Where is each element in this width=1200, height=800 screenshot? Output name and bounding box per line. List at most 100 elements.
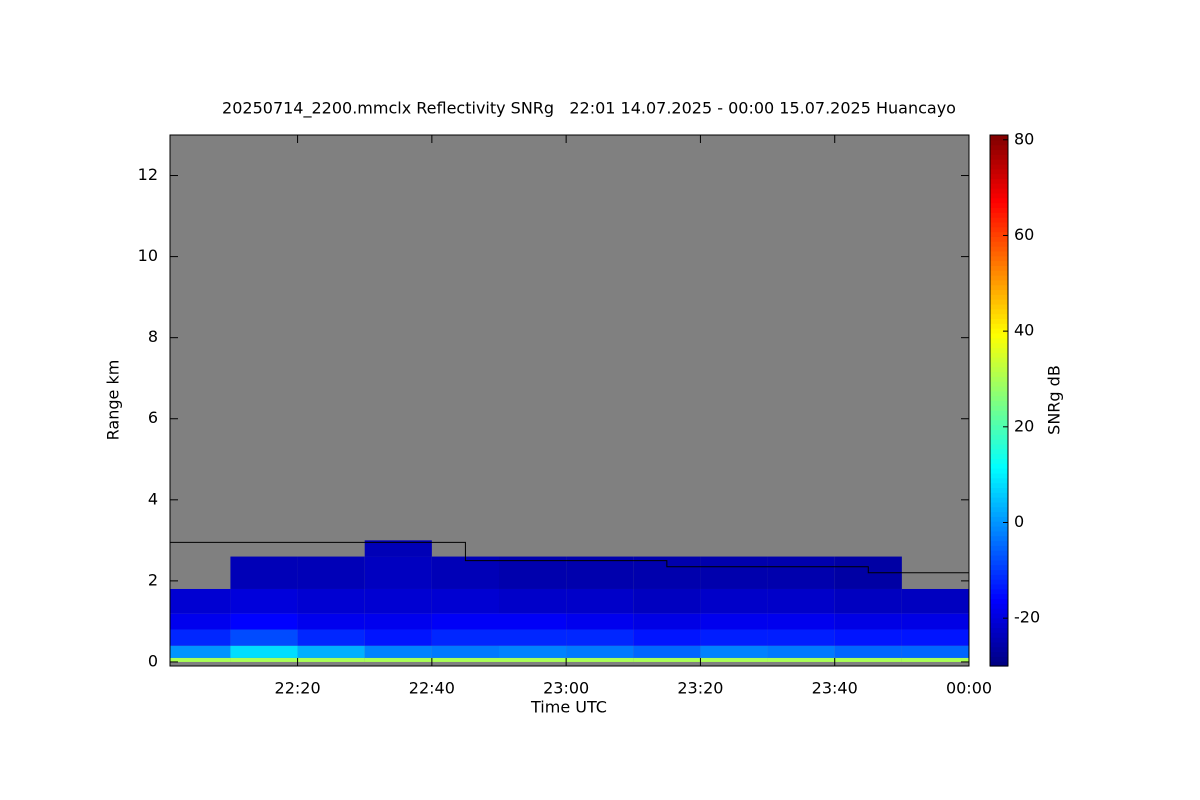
heatmap-cell (499, 645, 567, 658)
x-tick-label: 00:00 (946, 679, 992, 698)
colorbar-segment (990, 352, 1008, 358)
colorbar-segment (990, 246, 1008, 252)
colorbar-segment (990, 477, 1008, 484)
heatmap-cell (633, 645, 701, 658)
heatmap-cell (633, 588, 701, 614)
heatmap-cell (767, 588, 835, 614)
heatmap-cell (297, 556, 365, 589)
heatmap-cell (499, 657, 567, 662)
heatmap-cell (566, 629, 634, 646)
heatmap-cell (230, 645, 298, 658)
colorbar-segment (990, 535, 1008, 542)
chart-title: 20250714_2200.mmclx Reflectivity SNRg 22… (222, 99, 956, 119)
heatmap-cell (170, 588, 231, 614)
heatmap-cell (901, 645, 969, 658)
heatmap-cell (230, 588, 298, 614)
colorbar-segment (990, 468, 1008, 474)
colorbar-segment (990, 207, 1008, 213)
colorbar-segment (990, 318, 1008, 324)
heatmap-cell (901, 657, 969, 662)
heatmap-cell (834, 588, 902, 614)
heatmap-cell (364, 556, 432, 589)
colorbar-segment (990, 617, 1008, 624)
heatmap-cell (364, 588, 432, 614)
colorbar-segment (990, 395, 1008, 402)
colorbar-segment (990, 376, 1008, 382)
colorbar-segment (990, 414, 1008, 421)
heatmap-cell (767, 657, 835, 662)
colorbar-segment (990, 260, 1008, 266)
colorbar-segment (990, 217, 1008, 223)
colorbar-segment (990, 458, 1008, 464)
y-tick-label: 2 (148, 570, 158, 589)
x-tick-label: 22:20 (275, 679, 321, 698)
colorbar-segment (990, 357, 1008, 363)
colorbar-segment (990, 405, 1008, 411)
colorbar-segment (990, 400, 1008, 406)
heatmap-cell (364, 645, 432, 658)
colorbar-segment (990, 231, 1008, 237)
colorbar-segment (990, 347, 1008, 353)
heatmap-cell (431, 613, 499, 630)
colorbar-segment (990, 154, 1008, 160)
colorbar-segment (990, 497, 1008, 503)
y-tick-label: 0 (148, 651, 158, 670)
colorbar-segment (990, 366, 1008, 373)
colorbar-segment (990, 487, 1008, 493)
colorbar-segment (990, 622, 1008, 628)
heatmap-cell (431, 588, 499, 614)
heatmap-cell (700, 588, 768, 614)
x-axis-label: Time UTC (530, 698, 607, 717)
colorbar-segment (990, 173, 1008, 180)
y-axis-label: Range km (104, 360, 123, 441)
colorbar-segment (990, 530, 1008, 537)
colorbar-segment (990, 656, 1008, 662)
heatmap-cell (767, 613, 835, 630)
colorbar-tick-label: 0 (1014, 512, 1024, 531)
heatmap-cell (566, 588, 634, 614)
y-tick-label: 10 (138, 246, 158, 265)
heatmap-cell (364, 613, 432, 630)
heatmap-cell (297, 613, 365, 630)
colorbar-segment (990, 429, 1008, 435)
heatmap-cell (566, 613, 634, 630)
colorbar-tick-label: 60 (1014, 225, 1034, 244)
colorbar-segment (990, 463, 1008, 469)
colorbar-segment (990, 608, 1008, 614)
y-tick-label: 4 (148, 489, 158, 508)
y-tick-label: 6 (148, 408, 158, 427)
colorbar-segment (990, 313, 1008, 320)
colorbar-segment (990, 226, 1008, 233)
heatmap-cell (566, 645, 634, 658)
colorbar-segment (990, 289, 1008, 295)
colorbar-segment (990, 332, 1008, 339)
colorbar-segment (990, 328, 1008, 334)
heatmap-cell (230, 613, 298, 630)
heatmap-cell (901, 588, 969, 614)
colorbar-segment (990, 550, 1008, 556)
colorbar-segment (990, 236, 1008, 242)
heatmap-cell (767, 556, 835, 589)
colorbar-segment (990, 241, 1008, 247)
heatmap-cell (431, 645, 499, 658)
colorbar-segment (990, 299, 1008, 305)
heatmap-cell (170, 657, 231, 662)
colorbar-segment (990, 192, 1008, 199)
colorbar-segment (990, 303, 1008, 310)
colorbar-segment (990, 641, 1008, 648)
colorbar-segment (990, 144, 1008, 151)
colorbar-segment (990, 632, 1008, 638)
heatmap-cell (767, 645, 835, 658)
y-tick-label: 12 (138, 165, 158, 184)
colorbar-segment (990, 381, 1008, 387)
colorbar-segment (990, 139, 1008, 146)
colorbar-segment (990, 554, 1008, 561)
colorbar-segment (990, 178, 1008, 184)
colorbar-segment (990, 323, 1008, 329)
colorbar-segment (990, 574, 1008, 580)
heatmap-cell (431, 657, 499, 662)
colorbar-segment (990, 559, 1008, 566)
colorbar-segment (990, 284, 1008, 291)
colorbar-label: SNRg dB (1045, 365, 1064, 435)
